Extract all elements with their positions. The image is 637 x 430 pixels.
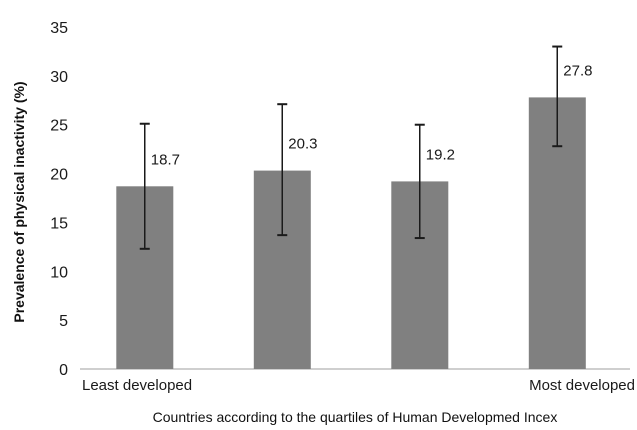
x-category-label-most: Most developed — [529, 377, 635, 394]
error-bars — [139, 45, 563, 250]
y-axis-label: Prevalence of physical inactivity (%) — [11, 81, 27, 322]
y-tick-label: 5 — [59, 313, 68, 330]
y-axis-ticks: 0 5 10 15 20 25 30 35 — [50, 20, 68, 379]
data-label: 19.2 — [426, 146, 455, 163]
bars — [116, 97, 586, 370]
x-category-label-least: Least developed — [82, 377, 192, 394]
y-tick-label: 10 — [50, 264, 68, 281]
y-tick-label: 25 — [50, 118, 68, 135]
y-tick-label: 0 — [59, 362, 68, 379]
y-tick-label: 35 — [50, 20, 68, 37]
data-labels: 18.7 20.3 19.2 27.8 — [151, 62, 593, 168]
data-label: 27.8 — [563, 62, 592, 79]
y-tick-label: 15 — [50, 215, 68, 232]
data-label: 20.3 — [288, 136, 317, 153]
data-label: 18.7 — [151, 151, 180, 168]
y-tick-label: 30 — [50, 69, 68, 86]
y-tick-label: 20 — [50, 167, 68, 184]
x-axis-label: Countries according to the quartiles of … — [153, 409, 558, 425]
